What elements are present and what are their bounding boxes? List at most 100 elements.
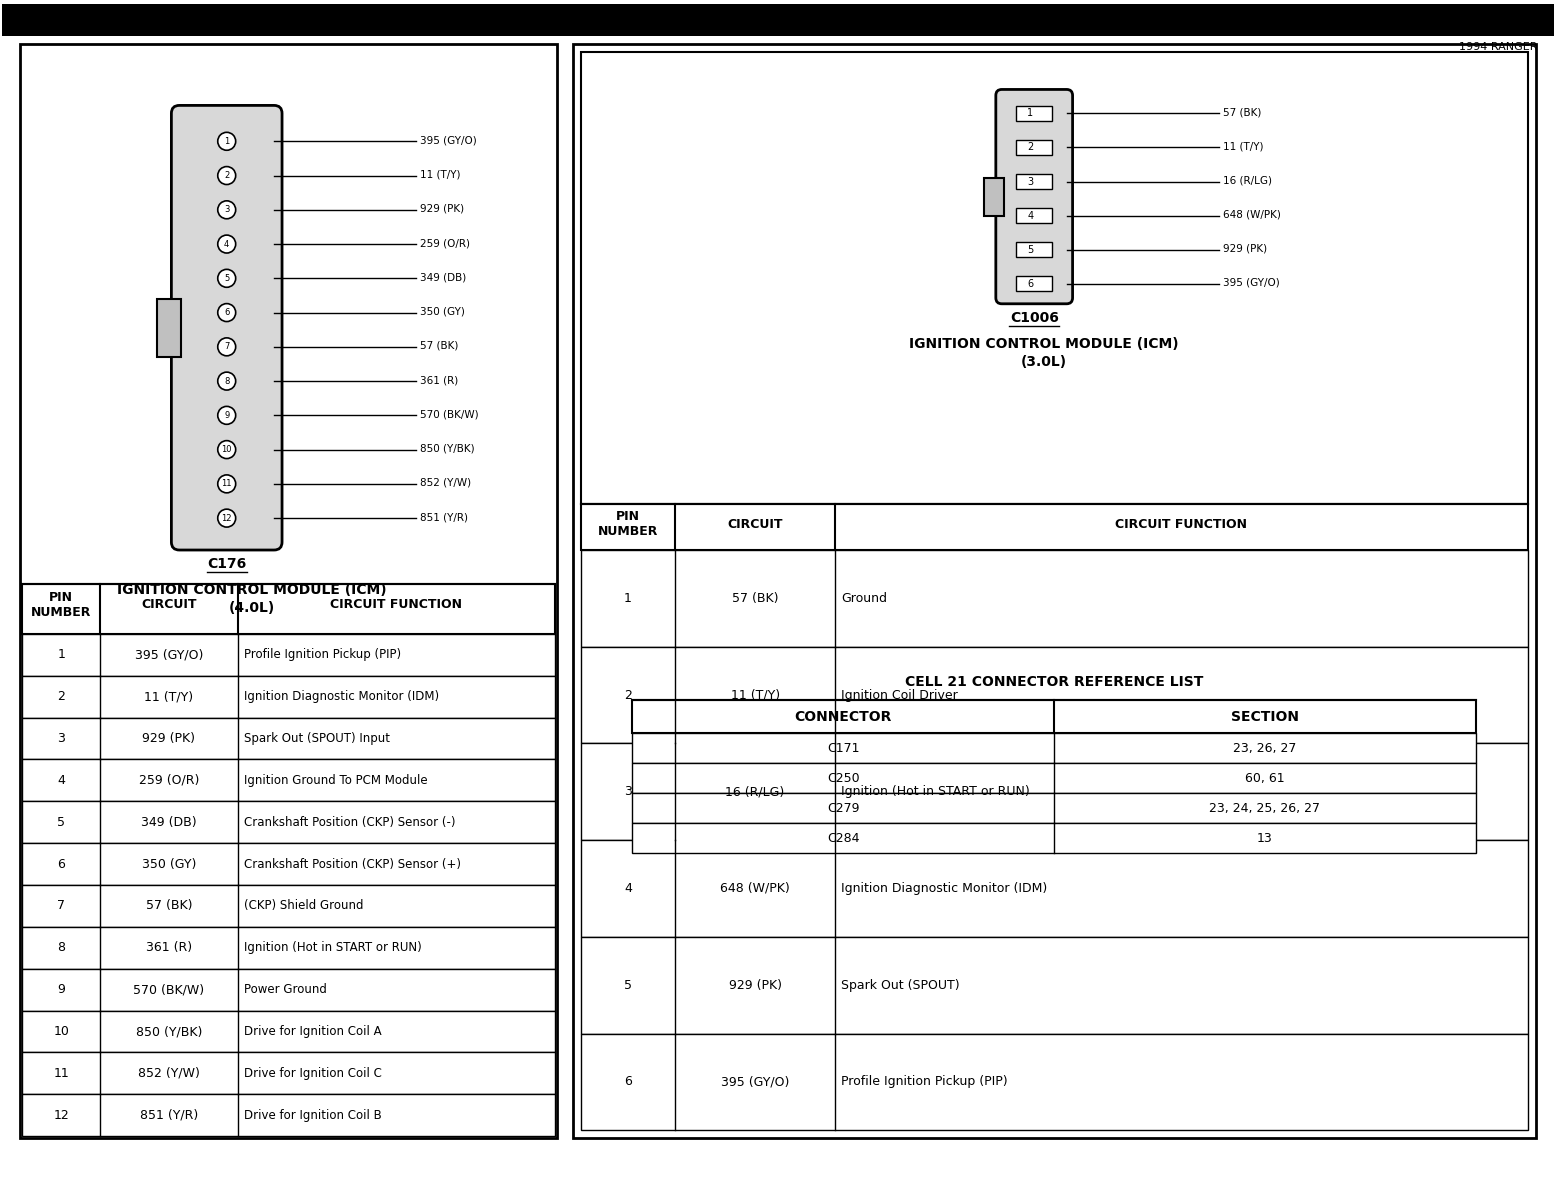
Bar (22, 760, 554, 802)
Text: 5: 5 (624, 979, 632, 991)
Text: 4: 4 (624, 882, 632, 895)
Text: 395 (GY/O): 395 (GY/O) (135, 648, 204, 661)
Bar (22, 1010, 554, 1052)
Text: C171: C171 (828, 742, 859, 755)
Text: 12: 12 (221, 514, 232, 523)
Text: Drive for Ignition Coil A: Drive for Ignition Coil A (244, 1025, 381, 1038)
Bar (1016, 242, 1052, 257)
Text: 1: 1 (1027, 108, 1033, 119)
Circle shape (218, 200, 235, 218)
Text: 7: 7 (224, 342, 229, 352)
Text: 361 (R): 361 (R) (420, 376, 459, 385)
Text: Ignition Diagnostic Monitor (IDM): Ignition Diagnostic Monitor (IDM) (840, 882, 1047, 895)
Text: Ignition Coil Driver: Ignition Coil Driver (840, 689, 957, 702)
Bar (22, 676, 554, 718)
Text: 6: 6 (624, 1075, 632, 1088)
Bar (632, 823, 1475, 853)
Text: Profile Ignition Pickup (PIP): Profile Ignition Pickup (PIP) (244, 648, 401, 661)
Text: SECTION: SECTION (1231, 709, 1299, 724)
Text: 2: 2 (624, 689, 632, 702)
Bar (1016, 106, 1052, 121)
Circle shape (218, 407, 235, 425)
Bar (20, 43, 557, 1138)
Text: 9: 9 (224, 410, 229, 420)
Text: IGNITION SYSTEM  21–8: IGNITION SYSTEM 21–8 (896, 4, 1301, 32)
Text: 648 (W/PK): 648 (W/PK) (720, 882, 790, 895)
Text: 23, 24, 25, 26, 27: 23, 24, 25, 26, 27 (1209, 802, 1321, 815)
Circle shape (218, 269, 235, 287)
Text: 23, 26, 27: 23, 26, 27 (1234, 742, 1296, 755)
Bar (3, 4, 1553, 36)
Bar (580, 52, 1528, 504)
Bar (632, 733, 1475, 763)
Text: C1006: C1006 (1010, 311, 1058, 325)
Text: (3.0L): (3.0L) (1021, 355, 1067, 368)
Text: 6: 6 (224, 308, 229, 317)
Text: Drive for Ignition Coil B: Drive for Ignition Coil B (244, 1109, 381, 1122)
Text: C279: C279 (828, 802, 859, 815)
Text: 16 (R/LG): 16 (R/LG) (725, 785, 784, 798)
Text: IGNITION CONTROL MODULE (ICM): IGNITION CONTROL MODULE (ICM) (909, 337, 1179, 350)
Text: CONNECTOR: CONNECTOR (795, 709, 892, 724)
Text: 5: 5 (224, 274, 229, 283)
Text: 11: 11 (221, 479, 232, 488)
Text: 57 (BK): 57 (BK) (146, 900, 191, 912)
Text: 3: 3 (624, 785, 632, 798)
Text: 570 (BK/W): 570 (BK/W) (420, 409, 479, 419)
Bar (22, 634, 554, 676)
Text: CIRCUIT FUNCTION: CIRCUIT FUNCTION (330, 599, 462, 611)
Text: 851 (Y/R): 851 (Y/R) (420, 512, 468, 522)
Text: 10: 10 (221, 445, 232, 454)
Text: CIRCUIT FUNCTION: CIRCUIT FUNCTION (1116, 517, 1248, 530)
Text: 1: 1 (624, 592, 632, 605)
Text: 11 (T/Y): 11 (T/Y) (730, 689, 780, 702)
Text: (4.0L): (4.0L) (229, 601, 275, 614)
Bar (22, 1094, 554, 1136)
Bar (157, 299, 182, 356)
Text: 11 (T/Y): 11 (T/Y) (145, 690, 193, 703)
Text: 3: 3 (1027, 176, 1033, 186)
Text: Crankshaft Position (CKP) Sensor (+): Crankshaft Position (CKP) Sensor (+) (244, 858, 461, 870)
Text: Ignition Ground To PCM Module: Ignition Ground To PCM Module (244, 774, 428, 787)
Text: Power Ground: Power Ground (244, 983, 327, 996)
Text: CELL 21 CONNECTOR REFERENCE LIST: CELL 21 CONNECTOR REFERENCE LIST (906, 674, 1203, 689)
Text: 929 (PK): 929 (PK) (143, 732, 196, 745)
Bar (580, 647, 1528, 744)
Text: CIRCUIT: CIRCUIT (727, 517, 783, 530)
Bar (22, 718, 554, 760)
Bar (632, 793, 1475, 823)
Bar (580, 840, 1528, 937)
Text: 6: 6 (58, 858, 65, 870)
Text: Spark Out (SPOUT): Spark Out (SPOUT) (840, 979, 960, 991)
Bar (22, 802, 554, 844)
Text: C284: C284 (828, 832, 859, 845)
Text: 4: 4 (1027, 211, 1033, 221)
Text: 350 (GY): 350 (GY) (142, 858, 196, 870)
Bar (22, 968, 554, 1010)
Bar (1016, 208, 1052, 223)
Text: PIN
NUMBER: PIN NUMBER (31, 590, 92, 619)
Text: 3: 3 (58, 732, 65, 745)
Text: 4: 4 (58, 774, 65, 787)
Text: 1: 1 (224, 137, 229, 145)
Text: 57 (BK): 57 (BK) (1223, 107, 1260, 118)
Text: 6: 6 (1027, 278, 1033, 289)
Text: 7: 7 (58, 900, 65, 912)
Text: 852 (Y/W): 852 (Y/W) (138, 1067, 199, 1080)
Text: 259 (O/R): 259 (O/R) (138, 774, 199, 787)
Text: 852 (Y/W): 852 (Y/W) (420, 478, 471, 488)
Text: 395 (GY/O): 395 (GY/O) (420, 136, 476, 145)
Bar (22, 844, 554, 884)
Text: 570 (BK/W): 570 (BK/W) (134, 983, 204, 996)
Text: Ignition Diagnostic Monitor (IDM): Ignition Diagnostic Monitor (IDM) (244, 690, 439, 703)
Text: 4: 4 (224, 240, 229, 248)
Text: 3: 3 (224, 205, 229, 215)
Circle shape (218, 475, 235, 493)
Text: 2: 2 (1027, 143, 1033, 152)
Text: 349 (DB): 349 (DB) (142, 816, 196, 829)
Bar (983, 178, 1004, 216)
Text: 349 (DB): 349 (DB) (420, 272, 467, 282)
Text: 1: 1 (58, 648, 65, 661)
Bar (22, 884, 554, 926)
Text: 60, 61: 60, 61 (1245, 772, 1285, 785)
